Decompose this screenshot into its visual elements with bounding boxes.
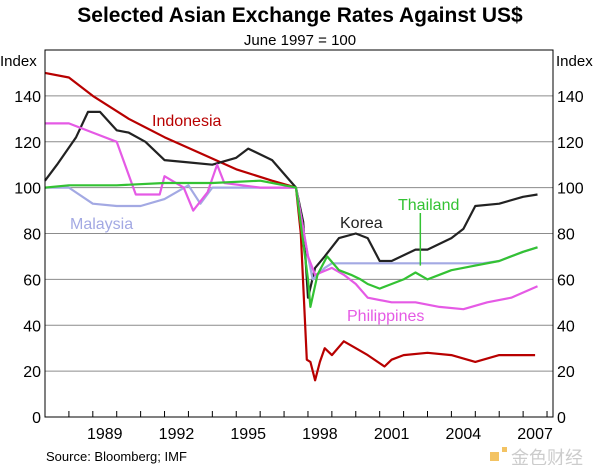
- x-tick-label: 1995: [230, 426, 266, 443]
- x-tick-label: 2007: [517, 426, 553, 443]
- x-tick-label: 1998: [302, 426, 338, 443]
- y-tick-label-left: 60: [23, 272, 41, 289]
- series-line-indonesia: [44, 71, 536, 382]
- y-tick-label-right: 100: [557, 181, 584, 198]
- watermark-text: 金色财经: [511, 448, 583, 465]
- y-axis-label-right: Index: [556, 53, 593, 70]
- series-label-thailand: Thailand: [398, 197, 459, 214]
- series-line-thailand: [44, 179, 538, 308]
- chart-subtitle: June 1997 = 100: [244, 32, 356, 49]
- y-tick-label-right: 40: [557, 318, 575, 335]
- x-tick-label: 2001: [374, 426, 410, 443]
- y-tick-label-right: 140: [557, 89, 584, 106]
- y-tick-label-right: 0: [557, 410, 566, 427]
- x-tick-label: 1992: [159, 426, 195, 443]
- plot-frame: [44, 49, 554, 418]
- series-label-philippines: Philippines: [347, 308, 424, 325]
- x-tick-label: 2004: [446, 426, 482, 443]
- series-label-indonesia: Indonesia: [152, 113, 221, 130]
- x-tick-label: 1989: [87, 426, 123, 443]
- y-axis-label-left: Index: [0, 53, 37, 70]
- y-tick-label-left: 0: [32, 410, 41, 427]
- y-tick-label-left: 80: [23, 227, 41, 244]
- y-tick-label-left: 20: [23, 364, 41, 381]
- y-tick-label-right: 120: [557, 135, 584, 152]
- series-label-malaysia: Malaysia: [70, 216, 133, 233]
- y-tick-label-left: 120: [14, 135, 41, 152]
- chart-title: Selected Asian Exchange Rates Against US…: [77, 4, 523, 27]
- y-tick-label-right: 60: [557, 272, 575, 289]
- y-tick-label-right: 80: [557, 227, 575, 244]
- series-line-korea: [44, 110, 538, 299]
- y-tick-label-left: 40: [23, 318, 41, 335]
- watermark-logo: 金色财经: [490, 447, 583, 465]
- y-tick-label-left: 140: [14, 89, 41, 106]
- y-tick-label-left: 100: [14, 181, 41, 198]
- y-tick-label-right: 20: [557, 364, 575, 381]
- source-note: Source: Bloomberg; IMF: [46, 449, 187, 464]
- series-label-korea: Korea: [340, 215, 383, 232]
